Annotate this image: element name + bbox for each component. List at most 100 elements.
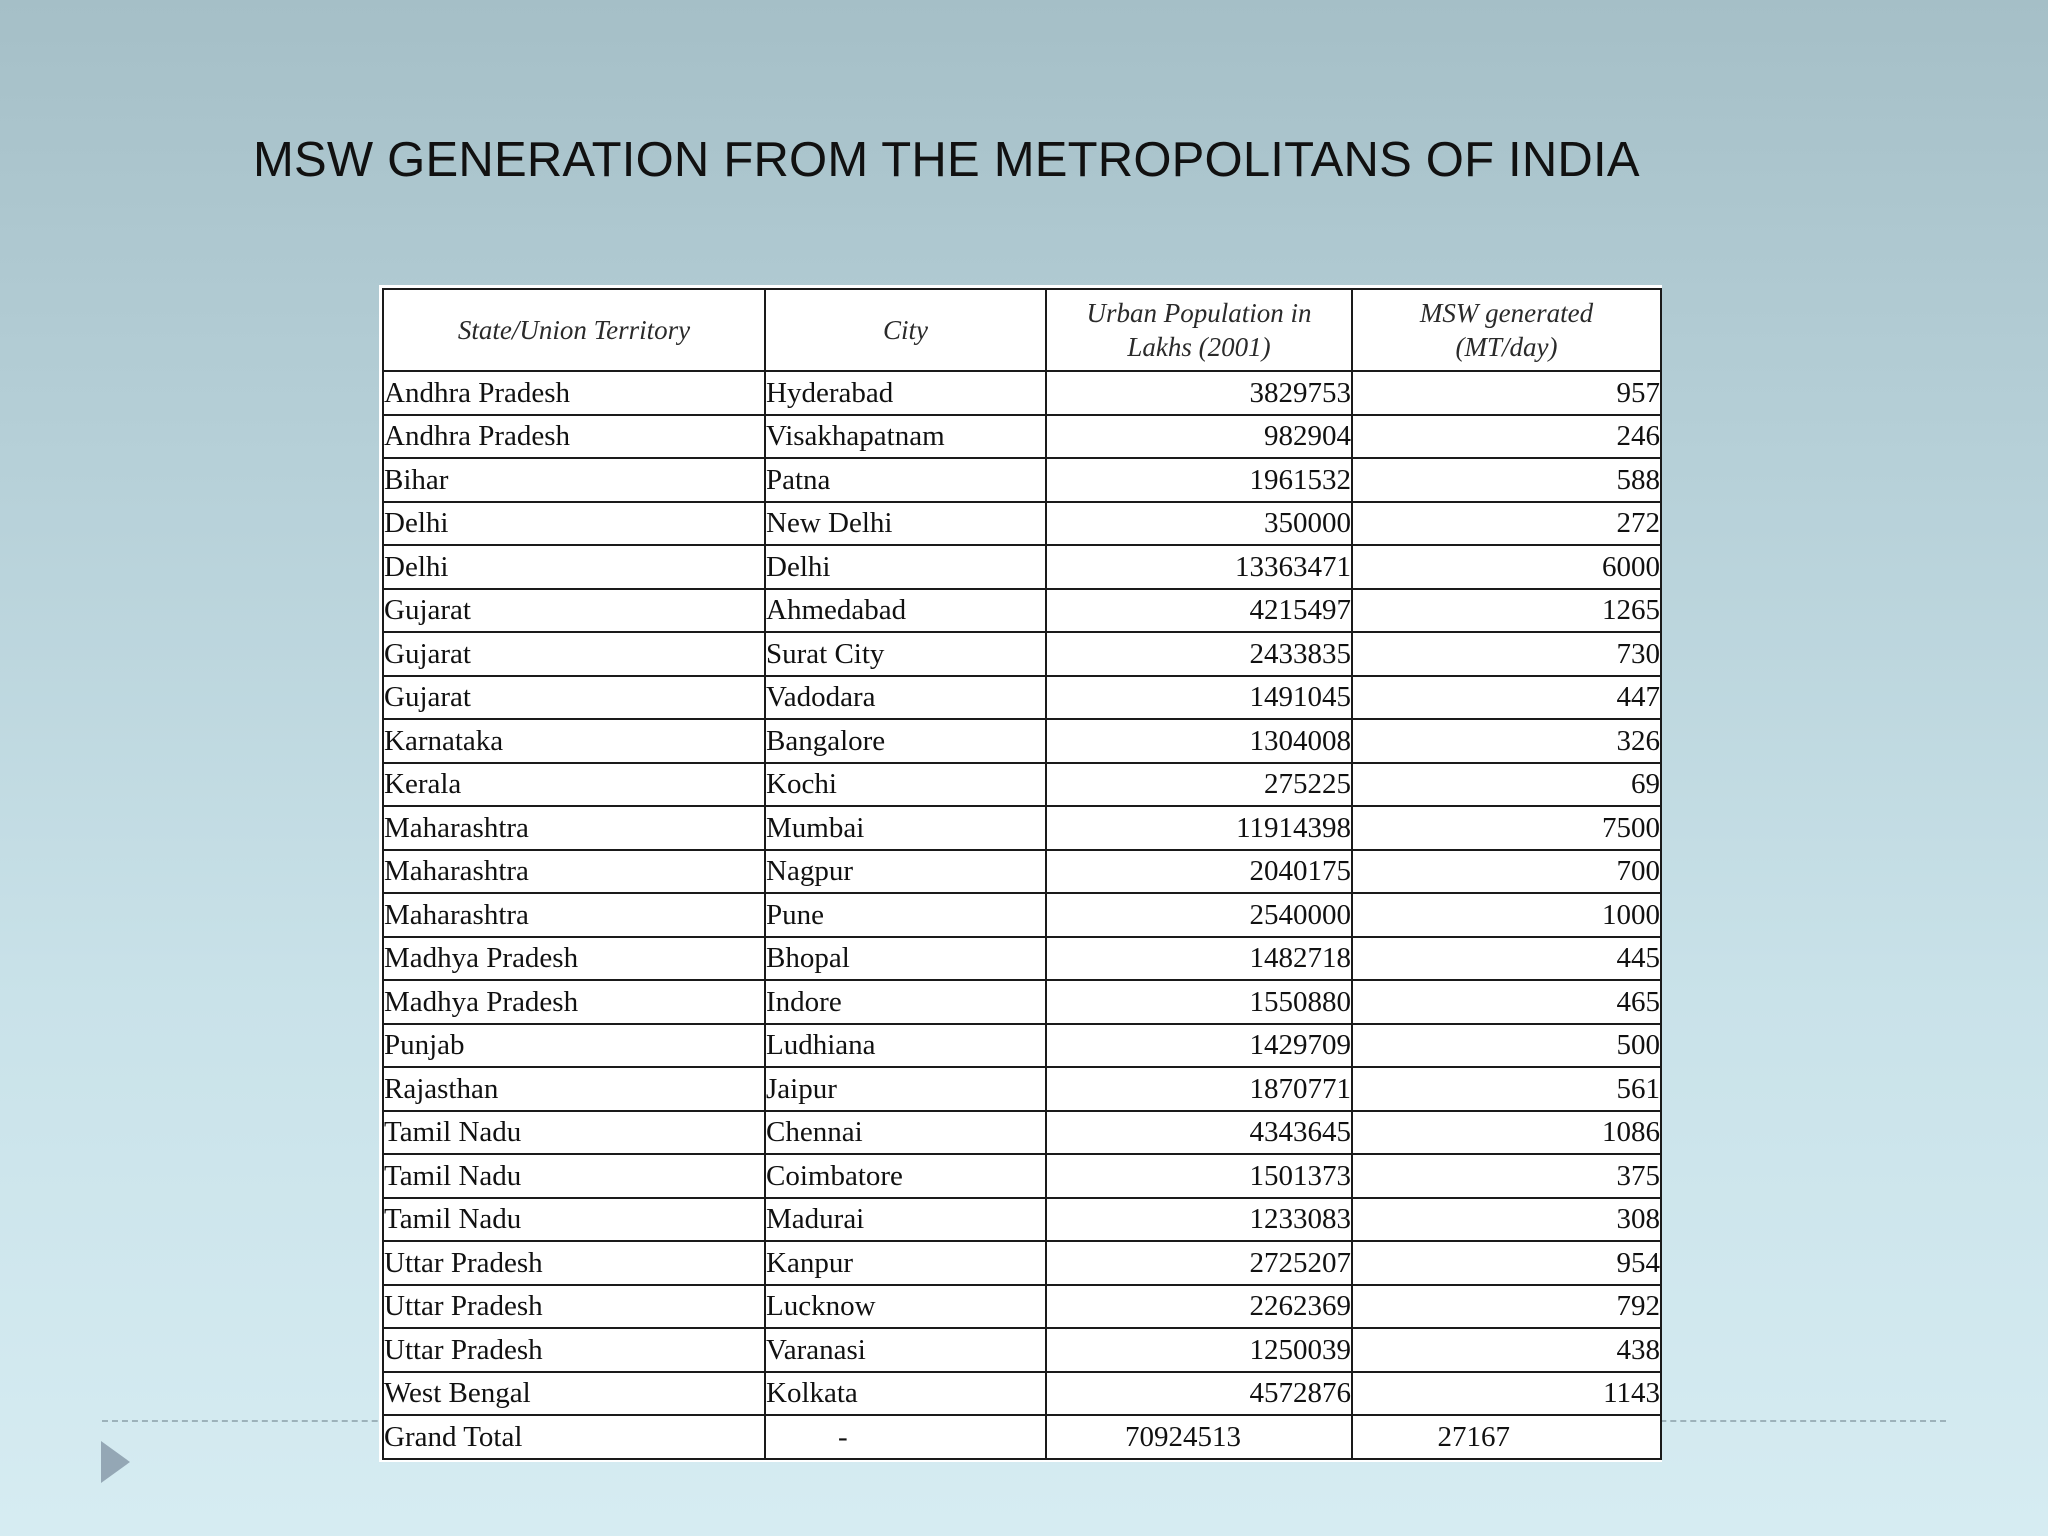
cell-city: Pune	[764, 892, 1047, 938]
table-row: Madhya Pradesh Bhopal 1482718 445	[382, 935, 1662, 981]
cell-state: Punjab	[382, 1022, 766, 1068]
cell-msw: 308	[1351, 1196, 1662, 1242]
cell-msw: 69	[1351, 761, 1662, 807]
cell-msw: 954	[1351, 1240, 1662, 1286]
cell-population: 1501373	[1045, 1153, 1353, 1199]
cell-state: Gujarat	[382, 674, 766, 720]
cell-population: 1550880	[1045, 979, 1353, 1025]
cell-msw: 500	[1351, 1022, 1662, 1068]
total-cell-city: -	[764, 1414, 1047, 1460]
cell-state: Delhi	[382, 500, 766, 546]
cell-msw: 1086	[1351, 1109, 1662, 1155]
table-row: Uttar Pradesh Varanasi 1250039 438	[382, 1327, 1662, 1373]
table-row: Gujarat Ahmedabad 4215497 1265	[382, 587, 1662, 633]
cell-state: Tamil Nadu	[382, 1153, 766, 1199]
cell-msw: 465	[1351, 979, 1662, 1025]
cell-population: 982904	[1045, 413, 1353, 459]
cell-msw: 1265	[1351, 587, 1662, 633]
cell-msw: 561	[1351, 1066, 1662, 1112]
cell-city: Patna	[764, 457, 1047, 503]
slide-title: MSW GENERATION FROM THE METROPOLITANS OF…	[253, 133, 1640, 187]
cell-msw: 792	[1351, 1283, 1662, 1329]
cell-city: Ludhiana	[764, 1022, 1047, 1068]
cell-msw: 700	[1351, 848, 1662, 894]
table-row: Andhra Pradesh Hyderabad 3829753 957	[382, 370, 1662, 416]
cell-city: Indore	[764, 979, 1047, 1025]
cell-city: Madurai	[764, 1196, 1047, 1242]
cell-population: 1233083	[1045, 1196, 1353, 1242]
cell-state: Karnataka	[382, 718, 766, 764]
cell-population: 275225	[1045, 761, 1353, 807]
cell-population: 1491045	[1045, 674, 1353, 720]
cell-state: Bihar	[382, 457, 766, 503]
total-cell-msw: 27167	[1351, 1414, 1662, 1460]
cell-population: 11914398	[1045, 805, 1353, 851]
cell-population: 2725207	[1045, 1240, 1353, 1286]
cell-msw: 1143	[1351, 1370, 1662, 1416]
cell-state: Maharashtra	[382, 892, 766, 938]
cell-state: West Bengal	[382, 1370, 766, 1416]
cell-state: Andhra Pradesh	[382, 413, 766, 459]
cell-population: 2433835	[1045, 631, 1353, 677]
cell-city: Visakhapatnam	[764, 413, 1047, 459]
total-cell-population: 70924513	[1045, 1414, 1353, 1460]
cell-city: Vadodara	[764, 674, 1047, 720]
table-row: Andhra Pradesh Visakhapatnam 982904 246	[382, 413, 1662, 459]
cell-msw: 246	[1351, 413, 1662, 459]
cell-city: Kochi	[764, 761, 1047, 807]
table-row: Delhi Delhi 13363471 6000	[382, 544, 1662, 590]
cell-population: 2040175	[1045, 848, 1353, 894]
cell-population: 2540000	[1045, 892, 1353, 938]
cell-state: Delhi	[382, 544, 766, 590]
table-row: Rajasthan Jaipur 1870771 561	[382, 1066, 1662, 1112]
cell-msw: 6000	[1351, 544, 1662, 590]
table-image: State/Union Territory City Urban Populat…	[379, 285, 1662, 1462]
header-msw-line1: MSW generated	[1419, 298, 1594, 328]
table-total-row: Grand Total -70924513 27167	[382, 1414, 1662, 1460]
cell-msw: 272	[1351, 500, 1662, 546]
table-body: Andhra Pradesh Hyderabad 3829753 957 Andhra …	[382, 370, 1662, 1460]
cell-city: Jaipur	[764, 1066, 1047, 1112]
cell-city: Ahmedabad	[764, 587, 1047, 633]
table-row: Maharashtra Pune 2540000 1000	[382, 892, 1662, 938]
cell-msw: 326	[1351, 718, 1662, 764]
header-city: City	[764, 288, 1047, 372]
cell-state: Kerala	[382, 761, 766, 807]
table-row: Punjab Ludhiana 1429709 500	[382, 1022, 1662, 1068]
table-row: Uttar Pradesh Kanpur 2725207 954	[382, 1240, 1662, 1286]
cell-state: Tamil Nadu	[382, 1196, 766, 1242]
table-row: Gujarat Vadodara 1491045 447	[382, 674, 1662, 720]
header-state: State/Union Territory	[382, 288, 766, 372]
table-row: Bihar Patna 1961532 588	[382, 457, 1662, 503]
cell-population: 1482718	[1045, 935, 1353, 981]
cell-population: 4215497	[1045, 587, 1353, 633]
cell-city: Hyderabad	[764, 370, 1047, 416]
cell-population: 350000	[1045, 500, 1353, 546]
cell-population: 1870771	[1045, 1066, 1353, 1112]
cell-population: 1304008	[1045, 718, 1353, 764]
cell-msw: 588	[1351, 457, 1662, 503]
cell-population: 13363471	[1045, 544, 1353, 590]
cell-msw: 438	[1351, 1327, 1662, 1373]
cell-state: Uttar Pradesh	[382, 1327, 766, 1373]
table-header-row: State/Union Territory City Urban Populat…	[382, 288, 1662, 372]
cell-population: 1250039	[1045, 1327, 1353, 1373]
play-triangle-icon[interactable]	[101, 1441, 130, 1483]
cell-state: Gujarat	[382, 631, 766, 677]
cell-city: Surat City	[764, 631, 1047, 677]
cell-msw: 1000	[1351, 892, 1662, 938]
total-cell-state: Grand Total	[382, 1414, 766, 1460]
cell-state: Gujarat	[382, 587, 766, 633]
table-row: Karnataka Bangalore 1304008 326	[382, 718, 1662, 764]
table-row: Gujarat Surat City 2433835 730	[382, 631, 1662, 677]
cell-city: Mumbai	[764, 805, 1047, 851]
cell-city: Delhi	[764, 544, 1047, 590]
header-city-label: City	[883, 315, 928, 345]
cell-population: 1961532	[1045, 457, 1353, 503]
cell-city: Coimbatore	[764, 1153, 1047, 1199]
cell-msw: 7500	[1351, 805, 1662, 851]
cell-population: 1429709	[1045, 1022, 1353, 1068]
cell-state: Uttar Pradesh	[382, 1240, 766, 1286]
cell-city: Kanpur	[764, 1240, 1047, 1286]
cell-msw: 957	[1351, 370, 1662, 416]
